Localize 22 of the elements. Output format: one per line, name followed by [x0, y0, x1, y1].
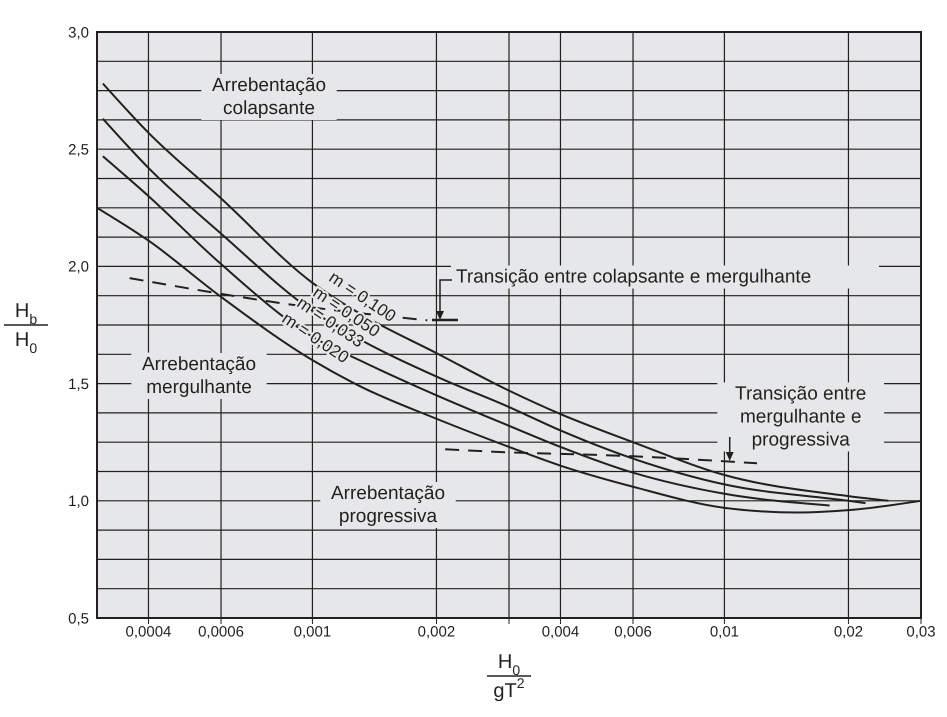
x-tick-label: 0,0006 [198, 624, 244, 641]
annotation: Arrebentação progressiva [330, 483, 446, 527]
x-tick-label: 0,0004 [126, 624, 172, 641]
y-tick-label: 3,0 [68, 24, 89, 42]
x-axis-title: H$_{0}$ gT$^{2}$ [493, 651, 525, 702]
y-tick-label: 0,5 [68, 610, 89, 628]
annotation: Arrebentação colapsante [212, 75, 326, 119]
y-tick-label: 2,5 [68, 142, 89, 159]
annotation: Arrebentação mergulhante [142, 354, 256, 398]
x-tick-label: 0,03 [906, 624, 936, 641]
x-tick-label: 0,001 [294, 624, 332, 641]
annotation: Transição entre colapsante e mergulhante [456, 266, 812, 288]
annotation: Transição entre mergulhante e progressiva [735, 383, 866, 450]
x-tick-label: 0,02 [834, 624, 864, 641]
x-tick-label: 0,004 [542, 624, 580, 641]
y-tick-label: 1,5 [68, 376, 89, 393]
y-axis-title: H$_{b}$ H$_{0}$ [14, 300, 38, 356]
y-tick-label: 2,0 [68, 258, 89, 276]
y-tick-label: 1,0 [68, 493, 89, 510]
x-tick-label: 0,006 [614, 624, 652, 641]
x-tick-label: 0,002 [418, 624, 456, 641]
x-tick-label: 0,01 [710, 624, 740, 641]
